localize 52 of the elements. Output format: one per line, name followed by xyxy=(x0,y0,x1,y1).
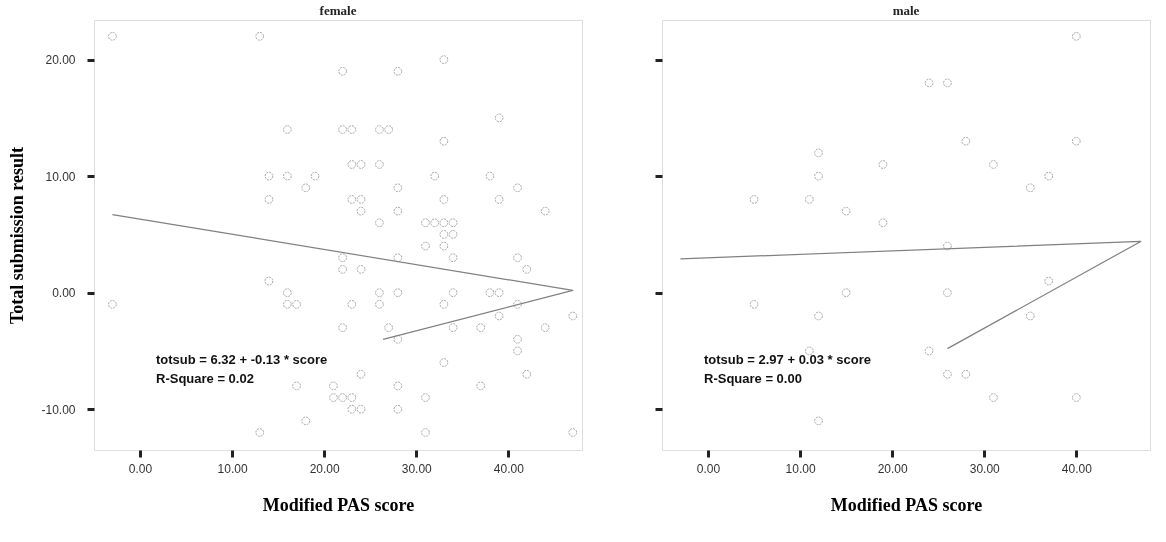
point xyxy=(989,160,998,169)
x-tick-label: 0.00 xyxy=(696,461,721,476)
x-axis-title: Modified PAS score xyxy=(830,494,983,515)
point xyxy=(961,136,971,146)
annotation: R-Square = 0.00 xyxy=(704,371,802,386)
x-axis-title: Modified PAS score xyxy=(262,494,415,515)
point xyxy=(814,171,823,181)
point xyxy=(989,393,998,402)
annotation: totsub = 2.97 + 0.03 * score xyxy=(704,352,871,367)
point xyxy=(804,195,814,204)
x-tick-label: 40.00 xyxy=(493,461,525,476)
point xyxy=(1071,136,1081,146)
point xyxy=(1071,393,1081,402)
x-tick-label: 10.00 xyxy=(785,461,816,476)
point xyxy=(924,346,934,356)
x-tick-label: 30.00 xyxy=(969,461,1001,476)
point xyxy=(943,288,952,298)
point xyxy=(749,299,759,309)
x-tick-label: 0.00 xyxy=(128,461,153,476)
point xyxy=(804,346,814,356)
y-axis-title: Total submission result xyxy=(7,146,28,325)
x-tick-label: 30.00 xyxy=(401,461,433,476)
point xyxy=(814,311,823,321)
point xyxy=(749,195,759,204)
point xyxy=(943,78,952,88)
point xyxy=(1044,171,1054,181)
point xyxy=(943,241,952,251)
point xyxy=(1071,31,1081,41)
x-tick-label: 20.00 xyxy=(877,461,909,476)
x-tick-label: 40.00 xyxy=(1061,461,1093,476)
point xyxy=(1025,183,1035,193)
point xyxy=(878,218,888,228)
y-tick-label: 0.00 xyxy=(52,286,76,301)
point xyxy=(1044,276,1054,286)
y-tick-label: -10.00 xyxy=(41,402,76,417)
annotation: totsub = 6.32 + -0.13 * score xyxy=(156,352,328,367)
point xyxy=(961,369,971,379)
point xyxy=(1025,311,1035,321)
chart-title: male xyxy=(892,3,920,18)
y-tick-label: 10.00 xyxy=(45,169,76,184)
point xyxy=(841,206,851,216)
x-tick-label: 20.00 xyxy=(309,461,341,476)
point xyxy=(878,160,888,169)
x-tick-label: 10.00 xyxy=(217,461,248,476)
point xyxy=(814,148,823,158)
point xyxy=(924,78,934,88)
point xyxy=(814,416,823,426)
point xyxy=(943,369,952,379)
y-tick-label: 20.00 xyxy=(45,53,76,68)
point xyxy=(841,288,851,298)
annotation: R-Square = 0.02 xyxy=(156,371,254,386)
chart-title: female xyxy=(319,3,357,18)
